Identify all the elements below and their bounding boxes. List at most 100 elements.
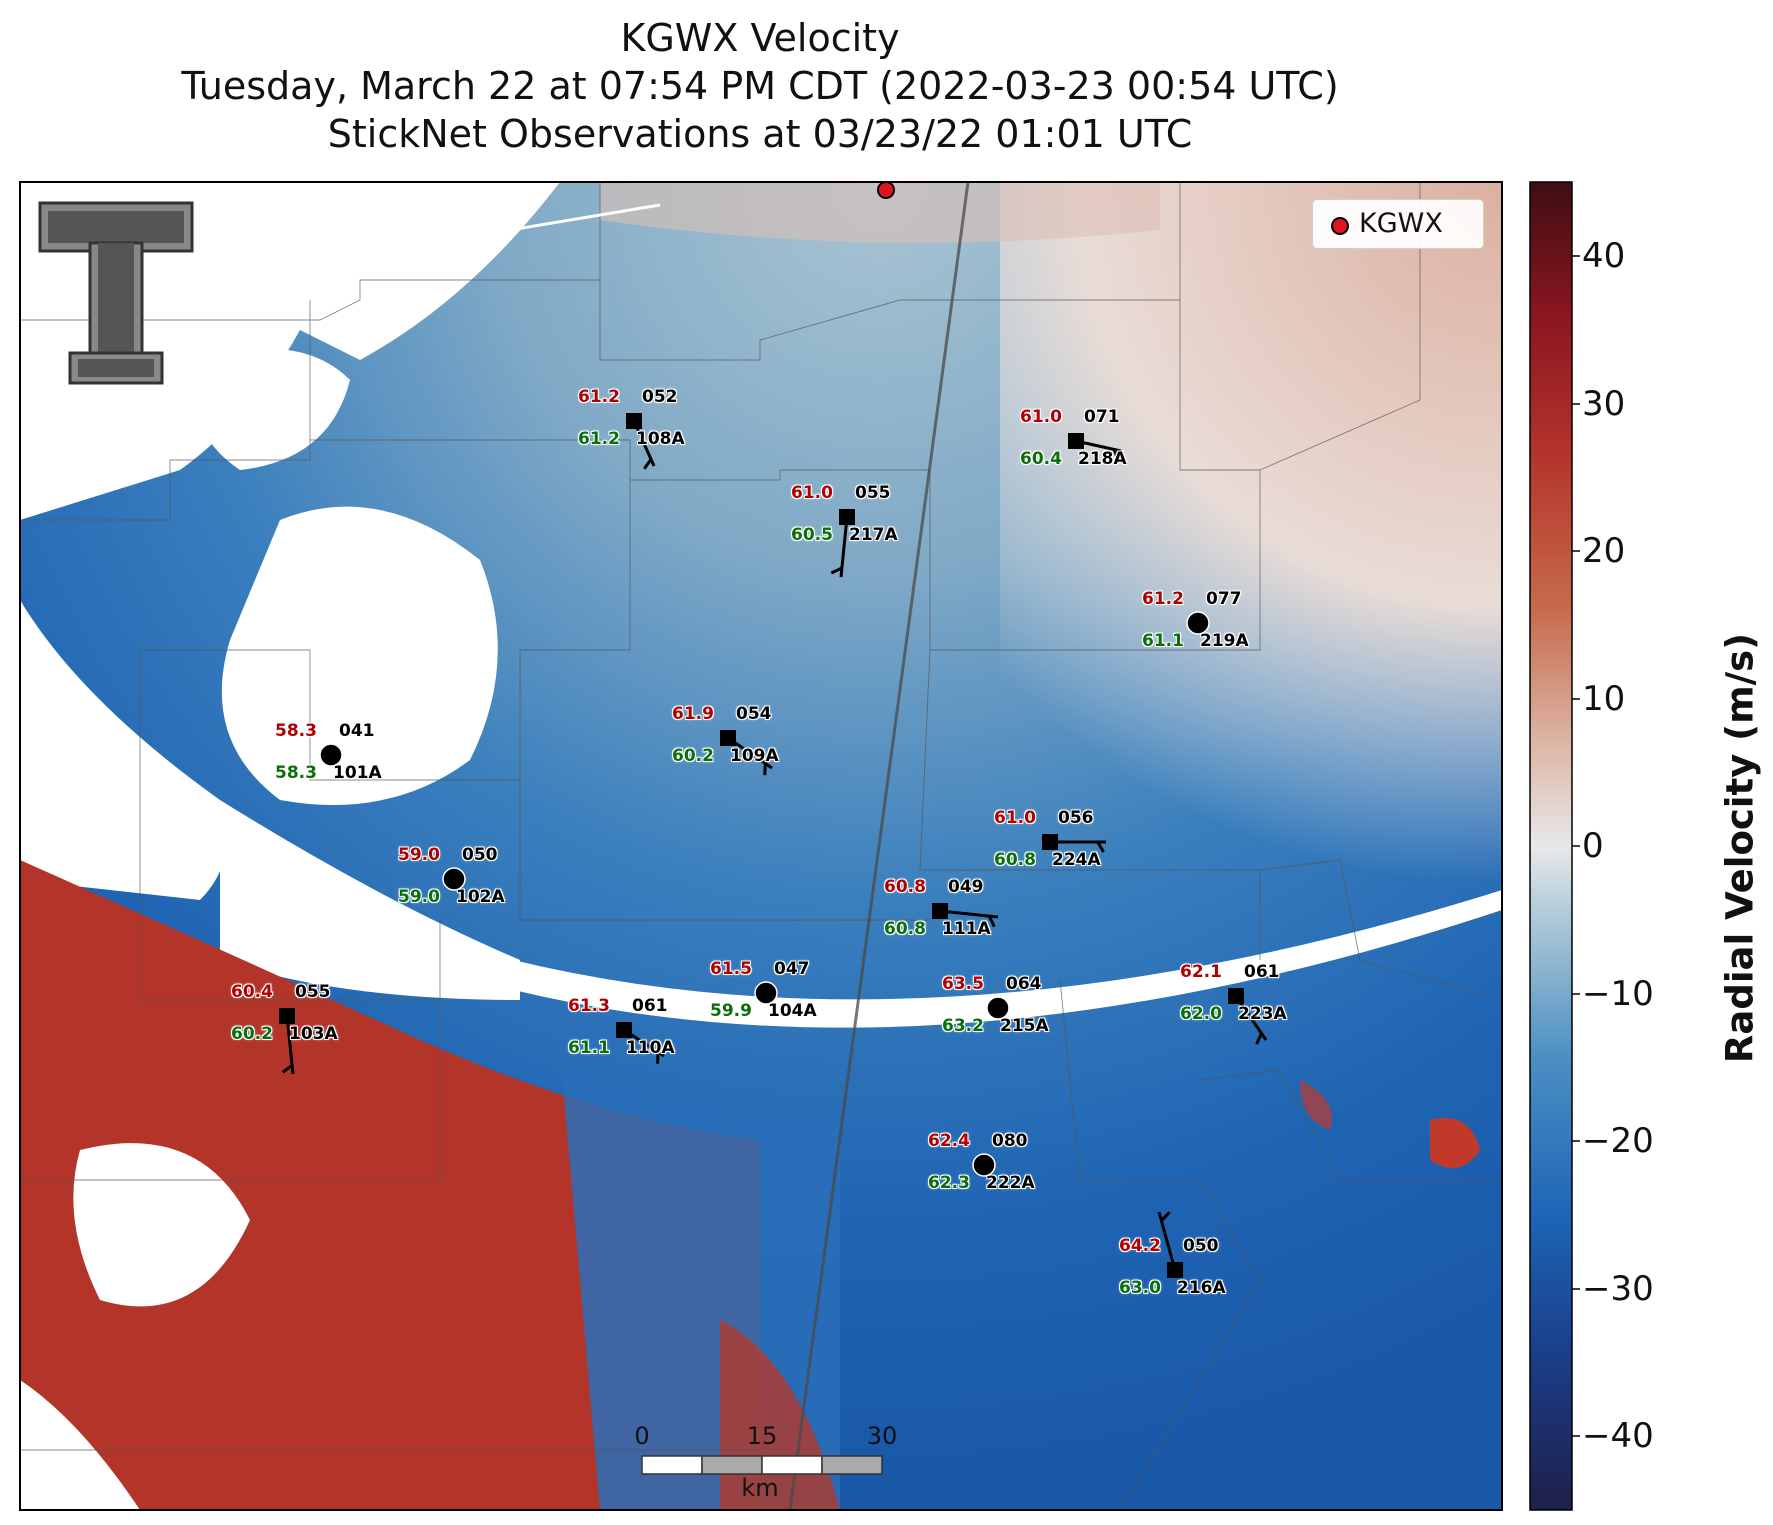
scale-tick-30: 30 xyxy=(866,1422,898,1450)
calm-wind-marker-icon xyxy=(442,867,466,891)
station-marker-icon xyxy=(626,413,642,429)
station-temperature: 61.5 xyxy=(710,959,752,979)
station-id: 103A xyxy=(289,1024,338,1044)
station-dewpoint: 61.2 xyxy=(578,429,620,449)
station-wind-direction: 050 xyxy=(1183,1236,1219,1256)
scale-unit: km xyxy=(741,1474,779,1502)
legend: KGWX xyxy=(1312,199,1484,249)
station-temperature: 61.0 xyxy=(1020,407,1062,427)
station-dewpoint: 60.2 xyxy=(672,746,714,766)
station-217A xyxy=(830,509,855,578)
kgwx-radar-marker xyxy=(877,181,895,199)
station-id: 218A xyxy=(1078,449,1127,469)
wind-barb-flag-icon xyxy=(1160,1211,1171,1222)
station-dewpoint: 62.0 xyxy=(1180,1004,1222,1024)
scale-tick-0: 0 xyxy=(634,1422,650,1450)
station-111A xyxy=(932,903,999,928)
station-219A xyxy=(1186,611,1210,635)
colorbar-tick-label: −40 xyxy=(1582,1416,1654,1456)
wind-barb-icon xyxy=(1157,1211,1177,1271)
colorbar-tick-label: −30 xyxy=(1582,1269,1654,1309)
station-dewpoint: 60.8 xyxy=(994,850,1036,870)
station-id: 101A xyxy=(333,763,382,783)
station-id: 109A xyxy=(730,746,779,766)
station-marker-icon xyxy=(839,509,855,525)
station-110A xyxy=(616,1022,665,1064)
station-dewpoint: 59.0 xyxy=(398,887,440,907)
station-glyphs xyxy=(279,413,1268,1278)
wind-barb-flag-icon xyxy=(643,458,653,470)
station-dewpoint: 63.0 xyxy=(1119,1278,1161,1298)
legend-label: KGWX xyxy=(1359,208,1443,239)
station-dewpoint: 60.4 xyxy=(1020,449,1062,469)
station-108A xyxy=(626,413,656,470)
station-dewpoint: 61.1 xyxy=(568,1038,610,1058)
station-temperature: 61.9 xyxy=(672,704,714,724)
calm-wind-marker-icon xyxy=(972,1153,996,1177)
station-id: 219A xyxy=(1200,631,1249,651)
station-wind-direction: 049 xyxy=(948,877,984,897)
station-id: 104A xyxy=(768,1001,817,1021)
wind-barb-icon xyxy=(285,1015,295,1075)
station-wind-direction: 077 xyxy=(1206,589,1242,609)
wind-barb-flag-icon xyxy=(1096,841,1105,853)
station-wind-direction: 054 xyxy=(736,704,772,724)
colorbar-tick-label: 10 xyxy=(1582,679,1626,719)
station-id: 108A xyxy=(636,429,685,449)
station-temperature: 61.2 xyxy=(578,387,620,407)
station-temperature: 64.2 xyxy=(1119,1236,1161,1256)
station-marker-icon xyxy=(1068,433,1084,449)
calm-wind-marker-icon xyxy=(1186,611,1210,635)
station-101A xyxy=(319,743,343,767)
station-temperature: 61.0 xyxy=(791,483,833,503)
calm-wind-marker-icon xyxy=(754,981,778,1005)
station-104A xyxy=(754,981,778,1005)
station-temperature: 61.3 xyxy=(568,996,610,1016)
station-215A xyxy=(986,996,1010,1020)
station-wind-direction: 055 xyxy=(855,483,891,503)
scale-tick-15: 15 xyxy=(746,1422,778,1450)
title-line-3: StickNet Observations at 03/23/22 01:01 … xyxy=(327,112,1193,156)
station-216A xyxy=(1157,1211,1183,1278)
station-wind-direction: 056 xyxy=(1058,808,1094,828)
station-marker-icon xyxy=(1042,834,1058,850)
wind-barb-flag-icon xyxy=(1112,449,1120,462)
station-wind-direction: 052 xyxy=(642,387,678,407)
colorbar-tick-label: 30 xyxy=(1582,384,1626,424)
station-wind-direction: 064 xyxy=(1006,974,1042,994)
station-marker-icon xyxy=(932,903,948,919)
station-id: 217A xyxy=(849,525,898,545)
colorbar-label: Radial Velocity (m/s) xyxy=(1718,632,1762,1064)
station-wind-direction: 061 xyxy=(632,996,668,1016)
station-wind-direction: 055 xyxy=(295,982,331,1002)
station-id: 215A xyxy=(1000,1016,1049,1036)
calm-wind-marker-icon xyxy=(319,743,343,767)
station-temperature: 58.3 xyxy=(275,721,317,741)
station-dewpoint: 60.2 xyxy=(231,1024,273,1044)
station-temperature: 59.0 xyxy=(398,845,440,865)
station-dewpoint: 62.3 xyxy=(928,1173,970,1193)
map-frame xyxy=(19,181,1503,1511)
title-block: KGWX Velocity Tuesday, March 22 at 07:54… xyxy=(20,14,1500,158)
station-dewpoint: 60.8 xyxy=(884,919,926,939)
station-marker-icon xyxy=(279,1008,295,1024)
station-marker-icon xyxy=(1167,1262,1183,1278)
colorbar-tick-label: 0 xyxy=(1582,826,1604,866)
station-wind-direction: 047 xyxy=(774,959,810,979)
station-222A xyxy=(972,1153,996,1177)
texas-tech-logo-icon xyxy=(38,201,194,385)
station-102A xyxy=(442,867,466,891)
station-id: 111A xyxy=(942,919,991,939)
station-wind-direction: 071 xyxy=(1084,407,1120,427)
station-marker-icon xyxy=(1228,988,1244,1004)
colorbar-tick-label: 40 xyxy=(1582,236,1626,276)
colorbar xyxy=(1529,181,1573,1511)
title-line-1: KGWX Velocity xyxy=(620,16,900,60)
station-marker-icon xyxy=(616,1022,632,1038)
wind-barb-icon xyxy=(839,516,849,578)
station-id: 110A xyxy=(626,1038,675,1058)
station-wind-direction: 080 xyxy=(992,1131,1028,1151)
station-218A xyxy=(1068,433,1122,462)
station-id: 102A xyxy=(456,887,505,907)
